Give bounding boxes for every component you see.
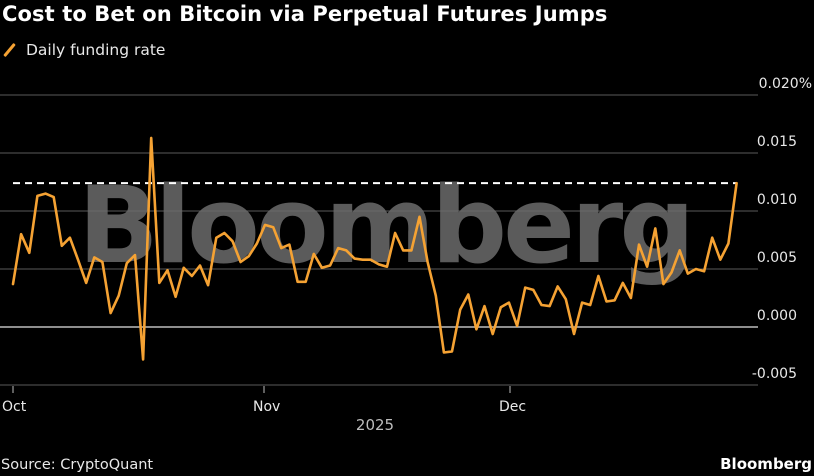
- y-tick-label: 0.000: [757, 308, 797, 324]
- y-tick-label: 0.020%: [759, 76, 812, 92]
- x-tick-label: Nov: [253, 399, 280, 415]
- brand-logo: Bloomberg: [720, 455, 812, 473]
- y-tick-label: -0.005: [752, 366, 797, 382]
- chart-title: Cost to Bet on Bitcoin via Perpetual Fut…: [2, 2, 608, 26]
- x-tick-label: Oct: [2, 399, 27, 415]
- x-tick-label: Dec: [499, 399, 526, 415]
- y-axis: 0.020% 0.015 0.010 0.005 0.000 -0.005: [752, 76, 812, 382]
- legend: Daily funding rate: [2, 41, 165, 59]
- y-tick-label: 0.005: [757, 250, 797, 266]
- x-axis-year-label: 2025: [356, 416, 394, 434]
- source-note: Source: CryptoQuant: [1, 457, 154, 473]
- gridlines: [0, 94, 758, 386]
- y-tick-label: 0.010: [757, 192, 797, 208]
- legend-label: Daily funding rate: [26, 41, 166, 59]
- x-axis: Oct Nov Dec: [2, 386, 526, 415]
- y-tick-label: 0.015: [757, 134, 797, 150]
- series-line-daily-funding-rate: [11, 136, 738, 361]
